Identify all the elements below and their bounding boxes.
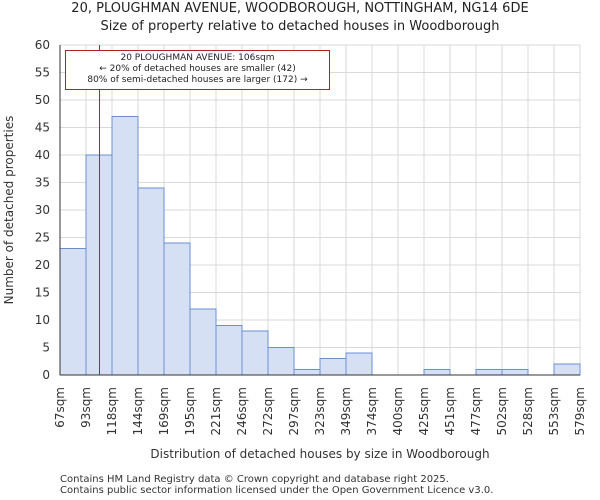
y-tick-label: 10	[35, 313, 50, 327]
x-tick-label: 349sqm	[339, 387, 353, 435]
y-tick-label: 60	[35, 38, 50, 52]
y-tick-labels: 0 5 10 15 20 25 30 35 40 45 50 55 60	[35, 38, 50, 382]
footer-line-1: Contains HM Land Registry data © Crown c…	[60, 474, 449, 485]
bar	[267, 347, 295, 376]
bar	[423, 369, 451, 376]
x-tick-label: 93sqm	[79, 387, 93, 428]
y-tick-label: 25	[35, 231, 50, 245]
axes	[59, 45, 580, 376]
x-tick-label: 528sqm	[521, 387, 535, 435]
y-tick-label: 40	[35, 148, 50, 162]
bar	[345, 352, 373, 376]
x-tick-label: 374sqm	[365, 387, 379, 435]
x-tick-label: 221sqm	[209, 387, 223, 435]
bar	[215, 325, 243, 376]
annotation-box: 20 PLOUGHMAN AVENUE: 106sqm ← 20% of det…	[65, 50, 330, 90]
x-tick-label: 553sqm	[547, 387, 561, 435]
y-tick-label: 35	[35, 176, 50, 190]
x-axis-label: Distribution of detached houses by size …	[150, 447, 489, 461]
y-tick-label: 55	[35, 66, 50, 80]
x-tick-label: 297sqm	[287, 387, 301, 435]
x-tick-label: 67sqm	[53, 387, 67, 428]
bar	[189, 308, 217, 376]
bar	[293, 369, 321, 376]
y-axis-label: Number of detached properties	[2, 116, 16, 305]
x-tick-label: 502sqm	[495, 387, 509, 435]
x-tick-label: 195sqm	[183, 387, 197, 435]
bar	[163, 242, 191, 376]
x-tick-label: 144sqm	[131, 387, 145, 435]
bar	[111, 116, 139, 376]
y-tick-label: 20	[35, 258, 50, 272]
y-tick-label: 0	[42, 368, 50, 382]
x-tick-label: 246sqm	[235, 387, 249, 435]
x-tick-label: 451sqm	[443, 387, 457, 435]
chart-subtitle: Size of property relative to detached ho…	[100, 19, 500, 34]
bar	[59, 248, 87, 376]
grid-lines	[59, 44, 581, 376]
bar	[241, 330, 269, 376]
x-tick-label: 400sqm	[391, 387, 405, 435]
bar	[319, 358, 347, 376]
x-tick-label: 272sqm	[261, 387, 275, 435]
bar	[85, 154, 113, 376]
y-tick-label: 5	[42, 341, 50, 355]
x-tick-label: 118sqm	[105, 387, 119, 435]
y-tick-label: 15	[35, 286, 50, 300]
y-tick-label: 30	[35, 203, 50, 217]
bar	[137, 187, 165, 376]
footer-line-2: Contains public sector information licen…	[60, 485, 494, 496]
x-tick-labels: 67sqm 93sqm 118sqm 144sqm 169sqm 195sqm 221sqm…	[53, 387, 587, 435]
chart-title: 20, PLOUGHMAN AVENUE, WOODBOROUGH, NOTTI…	[71, 1, 529, 16]
bar	[553, 363, 581, 376]
bar	[475, 369, 503, 376]
annotation-line-1: 20 PLOUGHMAN AVENUE: 106sqm	[120, 53, 275, 63]
bars	[59, 116, 581, 376]
y-tick-label: 45	[35, 121, 50, 135]
y-tick-label: 50	[35, 93, 50, 107]
bar	[501, 369, 529, 376]
annotation-line-3: 80% of semi-detached houses are larger (…	[87, 75, 308, 85]
x-tick-label: 477sqm	[469, 387, 483, 435]
x-tick-label: 169sqm	[157, 387, 171, 435]
x-tick-label: 323sqm	[313, 387, 327, 435]
x-tick-label: 579sqm	[573, 387, 587, 435]
x-tick-label: 425sqm	[417, 387, 431, 435]
annotation-line-2: ← 20% of detached houses are smaller (42…	[99, 64, 296, 74]
